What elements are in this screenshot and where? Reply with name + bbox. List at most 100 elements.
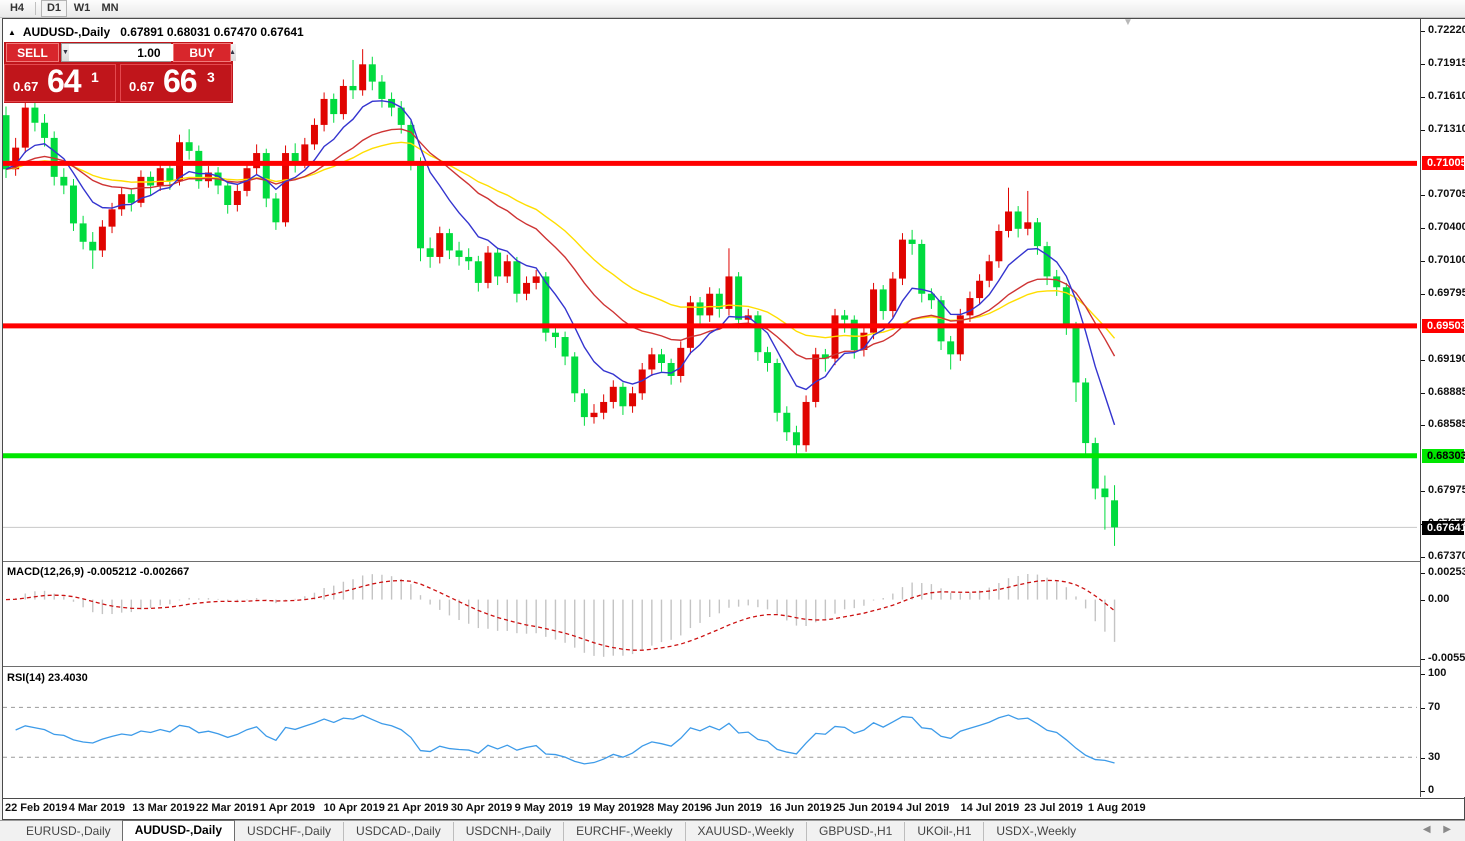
price-axis-label: 0.71610 <box>1428 90 1465 103</box>
tab-scroll-right-icon[interactable]: ▶ <box>1443 824 1451 835</box>
tab-ukoilh1[interactable]: UKOil-,H1 <box>904 822 983 841</box>
candle-body <box>696 302 704 316</box>
candle-body <box>860 332 868 351</box>
candle-body <box>224 185 232 205</box>
timeframe-button-mn[interactable]: MN <box>101 2 119 14</box>
rsi-indicator-label: RSI(14) 23.4030 <box>7 672 88 684</box>
date-axis-label: 1 Apr 2019 <box>259 802 316 814</box>
axis-tick <box>1421 294 1425 296</box>
axis-tick <box>1421 260 1425 262</box>
one-click-trade-panel: SELL ▼ ▲ BUY 0.67 64 1 0.67 66 3 <box>4 42 236 103</box>
buy-price-big: 66 <box>163 63 198 99</box>
rsi-line <box>15 714 1115 765</box>
tab-eurusddaily[interactable]: EURUSD-,Daily <box>26 824 111 838</box>
macd-panel-separator[interactable] <box>3 561 1464 562</box>
rsi-panel-separator[interactable] <box>3 666 1464 667</box>
toolbar-separator <box>35 2 36 15</box>
candle-body <box>359 64 367 91</box>
tab-usdcaddaily[interactable]: USDCAD-,Daily <box>343 822 453 841</box>
candle-body <box>792 432 800 446</box>
timeframe-button-d1[interactable]: D1 <box>41 0 67 17</box>
tab-eurchfweekly[interactable]: EURCHF-,Weekly <box>563 822 684 841</box>
candle-body <box>629 393 637 407</box>
candle-body <box>735 276 743 320</box>
candle-body <box>580 393 588 418</box>
date-axis-label: 10 Apr 2019 <box>323 802 385 814</box>
timeframe-button-w1[interactable]: W1 <box>73 2 91 14</box>
candle-body <box>282 153 290 223</box>
tab-xauusdweekly[interactable]: XAUUSD-,Weekly <box>684 822 806 841</box>
axis-tick <box>1421 228 1425 230</box>
price-axis-label: 0.71310 <box>1428 122 1465 135</box>
candle-body <box>1111 500 1119 528</box>
rsi-axis-label: 100 <box>1428 667 1447 679</box>
candle-body <box>773 362 781 413</box>
chart-canvas[interactable] <box>3 19 1420 797</box>
candle-body <box>445 233 453 251</box>
price-axis-label: 0.68885 <box>1428 385 1465 398</box>
tab-usdxweekly[interactable]: USDX-,Weekly <box>983 822 1088 841</box>
time-axis[interactable]: 22 Feb 2019 4 Mar 2019 13 Mar 2019 22 Mar 2… <box>3 798 1464 819</box>
candle-body <box>12 147 20 170</box>
candle-body <box>783 412 791 433</box>
axis-tick <box>1421 491 1425 493</box>
candle-body <box>147 176 155 186</box>
date-axis-label: 28 May 2019 <box>642 802 707 814</box>
candle-body <box>368 64 376 82</box>
price-axis-label: 0.69190 <box>1428 352 1465 365</box>
candle-body <box>185 142 193 151</box>
candle-body <box>571 356 579 394</box>
candle-body <box>937 300 945 342</box>
sell-price-small: 0.67 <box>13 79 39 94</box>
axis-tick <box>1421 758 1425 759</box>
collapse-triangle-icon[interactable]: ▲ <box>8 28 16 37</box>
tab-usdcnhdaily[interactable]: USDCNH-,Daily <box>452 822 563 841</box>
sell-price-big: 64 <box>47 63 82 99</box>
tab-usdchfdaily[interactable]: USDCHF-,Daily <box>247 824 332 838</box>
volume-increase-button[interactable]: ▲ <box>228 44 236 61</box>
candle-body <box>330 98 338 115</box>
candle-body <box>657 354 665 363</box>
candle-body <box>349 85 357 91</box>
tab-scroll-left-icon[interactable]: ◀ <box>1422 824 1431 835</box>
candle-body <box>127 194 135 203</box>
candle-body <box>551 332 559 338</box>
axis-tick <box>1421 359 1425 361</box>
candle-body <box>60 176 68 186</box>
candle-body <box>1014 211 1022 229</box>
candle-body <box>561 337 569 357</box>
price-marker-badge: 0.69503 <box>1422 318 1465 333</box>
candle-body <box>667 362 675 376</box>
volume-decrease-button[interactable]: ▼ <box>62 44 69 61</box>
price-axis-label: 0.67370 <box>1428 550 1465 563</box>
sell-price-box[interactable]: 0.67 64 1 <box>4 63 116 102</box>
chart-shift-marker-icon[interactable]: ▼ <box>1123 17 1133 28</box>
candle-body <box>397 107 405 125</box>
price-axis[interactable]: 0.72220 0.71915 0.71610 0.71310 0.70705 0.704… <box>1420 19 1465 797</box>
candle-body <box>455 250 463 257</box>
timeframe-button-h4[interactable]: H4 <box>9 2 25 14</box>
candle-body <box>908 239 916 244</box>
candle-body <box>1062 287 1070 327</box>
tab-gbpusdh1[interactable]: GBPUSD-,H1 <box>806 822 904 841</box>
chart-ohlc-values: 0.67891 0.68031 0.67470 0.67641 <box>120 25 304 39</box>
tab-audusddaily[interactable]: AUDUSD-,Daily <box>121 820 236 841</box>
candle-body <box>426 248 434 257</box>
candle-body <box>320 98 328 125</box>
buy-price-sup: 3 <box>207 69 215 85</box>
candle-body <box>1101 488 1109 498</box>
candle-body <box>156 168 164 186</box>
candle-body <box>600 401 608 413</box>
buy-price-box[interactable]: 0.67 66 3 <box>120 63 232 102</box>
date-axis-label: 25 Jun 2019 <box>833 802 896 814</box>
candle-body <box>89 241 97 251</box>
candle-body <box>542 276 550 333</box>
candle-body <box>1005 211 1013 231</box>
candle-body <box>1072 326 1080 383</box>
sell-button[interactable]: SELL <box>6 43 59 62</box>
candle-body <box>31 107 39 123</box>
buy-button[interactable]: BUY <box>173 43 231 62</box>
candle-body <box>889 278 897 312</box>
candle-body <box>966 298 974 316</box>
candle-body <box>706 293 714 316</box>
